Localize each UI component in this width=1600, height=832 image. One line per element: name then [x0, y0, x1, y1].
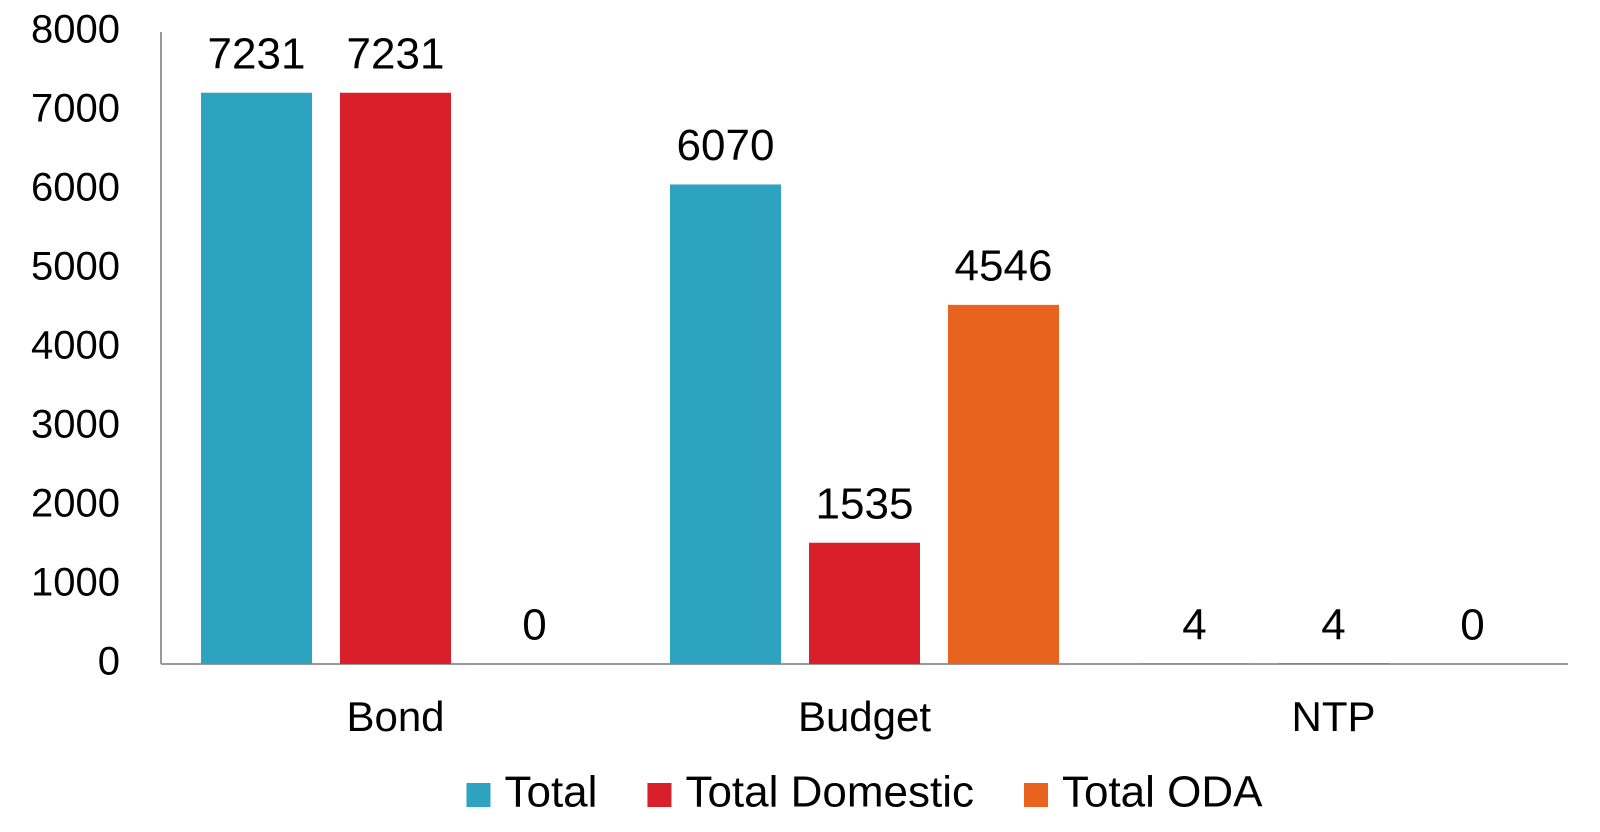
y-tick-label: 1000	[31, 561, 120, 605]
y-tick-label: 0	[98, 640, 120, 684]
data-label: 7231	[347, 29, 445, 78]
x-tick-label: Bond	[346, 693, 444, 740]
x-tick-label: NTP	[1292, 693, 1376, 740]
y-tick-label: 2000	[31, 482, 120, 526]
y-tick-label: 7000	[31, 87, 120, 131]
y-tick-label: 5000	[31, 245, 120, 289]
legend-label: Total ODA	[1062, 768, 1263, 817]
x-tick-label: Budget	[798, 693, 931, 740]
data-label: 7231	[208, 29, 306, 78]
legend-swatch	[1023, 783, 1048, 807]
legend-swatch	[647, 783, 672, 807]
y-tick-label: 8000	[31, 8, 120, 52]
data-label: 4546	[955, 241, 1053, 290]
bar	[670, 184, 781, 664]
legend-swatch	[466, 783, 491, 807]
y-tick-label: 4000	[31, 324, 120, 368]
data-label: 0	[1460, 601, 1484, 650]
data-label: 6070	[677, 121, 775, 170]
legend-label: Total Domestic	[685, 768, 974, 817]
bar	[201, 92, 312, 665]
data-label: 0	[522, 601, 546, 650]
y-tick-label: 3000	[31, 403, 120, 447]
data-label: 1535	[816, 479, 914, 528]
legend-label: Total	[504, 768, 597, 817]
bar	[809, 542, 920, 664]
data-label: 4	[1321, 600, 1345, 649]
y-tick-label: 6000	[31, 166, 120, 210]
bar	[340, 92, 451, 665]
data-label: 4	[1182, 600, 1206, 649]
bar	[948, 304, 1059, 664]
